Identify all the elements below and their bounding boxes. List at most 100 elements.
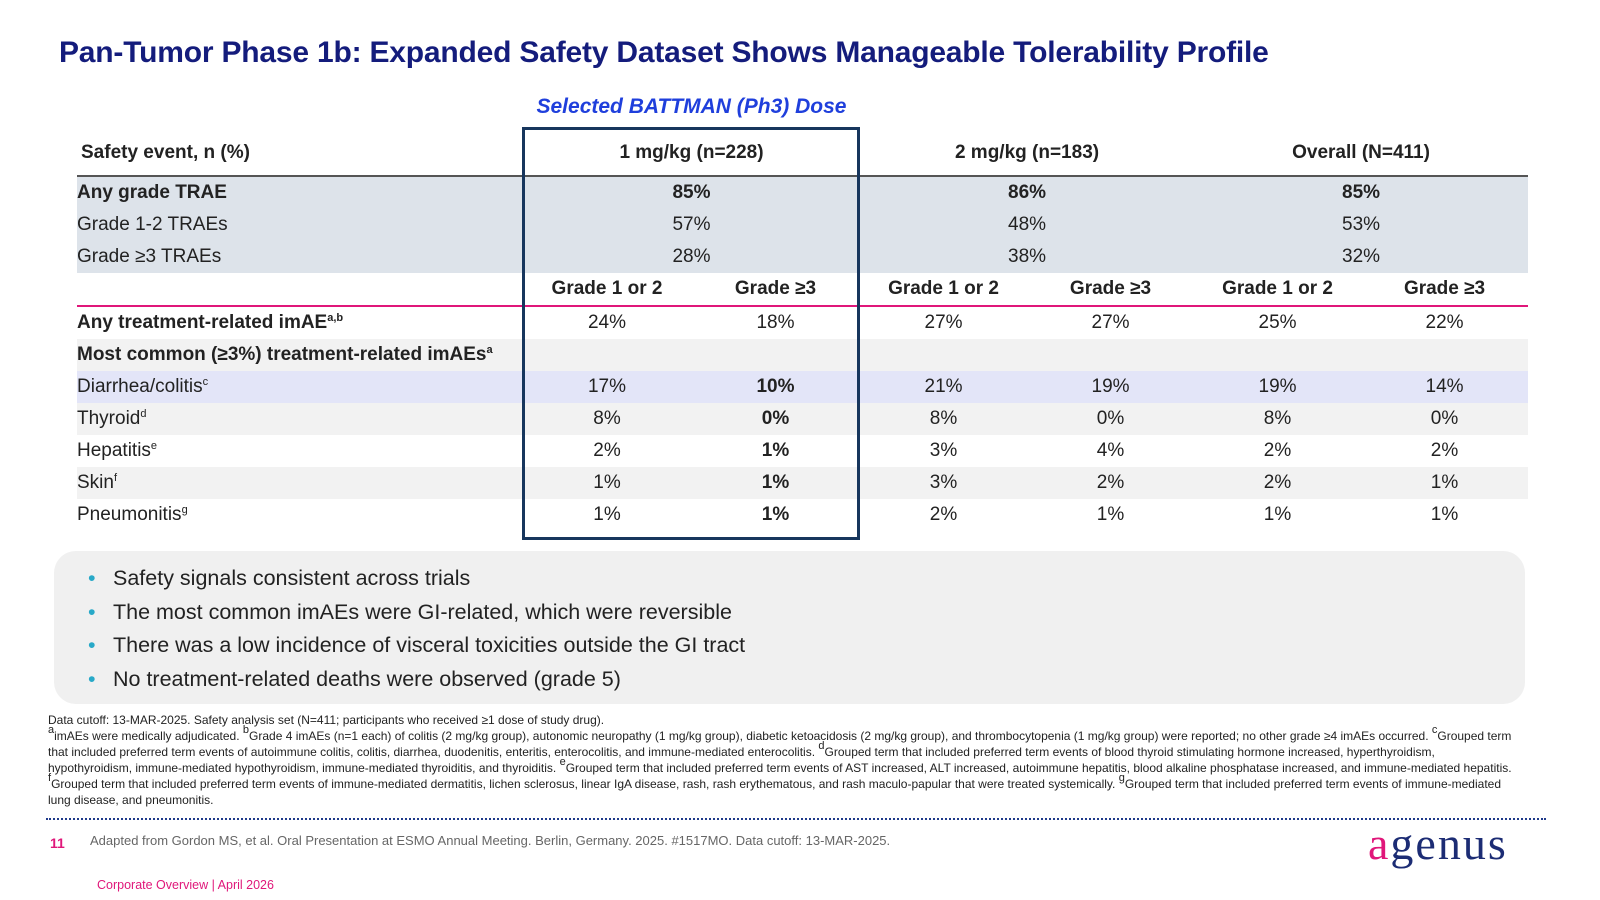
label-text: Most common (≥3%) treatment-related imAE… [77,344,487,365]
footnote-mark: b [242,724,250,736]
cell: 19% [1027,371,1195,403]
cell: 2% [1194,435,1362,467]
subheader-cell: Grade 1 or 2 [860,273,1028,307]
logo: agenus [1368,817,1508,870]
cell-empty [1027,339,1195,371]
row-label: Grade ≥3 TRAEs [77,241,523,273]
footnote-text: imAEs were medically adjudicated. [54,729,240,743]
cell: 4% [1027,435,1195,467]
cell: 27% [1027,306,1195,339]
cell: 32% [1194,241,1529,273]
subheader-cell: Grade ≥3 [1361,273,1529,307]
imae-row: Pneumonitisg 1% 1% 2% 1% 1% 1% [77,499,1529,531]
cell: 3% [860,467,1028,499]
cell-empty [691,339,861,371]
trae-row: Grade 1-2 TRAEs 57% 48% 53% [77,209,1529,241]
header-row: Safety event, n (%) 1 mg/kg (n=228) 2 mg/k… [77,130,1529,177]
cell: 22% [1361,306,1529,339]
cell: 2% [1194,467,1362,499]
header-cell: Safety event, n (%) [77,130,523,177]
cell: 8% [523,403,691,435]
cell: 8% [860,403,1028,435]
cell-empty [1194,339,1362,371]
row-label: Hepatitise [77,435,523,467]
footnote: cGrouped term that included preferred te… [48,725,1512,760]
cell: 24% [523,306,691,339]
imae-row: Hepatitise 2% 1% 3% 4% 2% 2% [77,435,1529,467]
subheader-cell: Grade ≥3 [1027,273,1195,307]
cell: 48% [860,209,1195,241]
cell: 8% [1194,403,1362,435]
cell: 57% [523,209,861,241]
label-text: Skin [77,472,114,493]
imae-row: Diarrhea/colitisc 17% 10% 21% 19% 19% 14% [77,371,1529,403]
cell: 1% [1361,499,1529,531]
slide-title: Pan-Tumor Phase 1b: Expanded Safety Data… [59,36,1269,69]
label-text: Pneumonitis [77,504,182,525]
footnote: eGrouped term that included preferred te… [560,757,1512,776]
cell: 1% [523,467,691,499]
bullet: No treatment-related deaths were observe… [88,664,1525,698]
cell: 0% [1361,403,1529,435]
footnotes: Data cutoff: 13-MAR-2025. Safety analysi… [48,712,1513,808]
cell: 1% [1194,499,1362,531]
bullet: The most common imAEs were GI-related, w… [88,597,1525,631]
subheader-blank [77,273,523,307]
cell: 1% [691,435,861,467]
bullet: There was a low incidence of visceral to… [88,630,1525,664]
footnote-text: Grouped term that included preferred ter… [565,761,1512,775]
subheader-cell: Grade 1 or 2 [1194,273,1362,307]
footnote-text: Grade 4 imAEs (n=1 each) of colitis (2 m… [249,729,1429,743]
label-text: Hepatitis [77,440,151,461]
cell: 18% [691,306,861,339]
subheader-row: Grade 1 or 2 Grade ≥3 Grade 1 or 2 Grade ≥3… [77,273,1529,307]
cell: 2% [1027,467,1195,499]
cell: 2% [1361,435,1529,467]
safety-table: Safety event, n (%) 1 mg/kg (n=228) 2 mg/k… [77,130,1529,531]
footnote-text: Grouped term that included preferred ter… [48,729,1512,759]
footnote-mark: g [1118,772,1125,784]
bullet: Safety signals consistent across trials [88,563,1525,597]
label-text: Thyroid [77,408,141,429]
cell: 0% [1027,403,1195,435]
label-sup: a [486,344,493,356]
footnote-mark: e [559,756,566,768]
cell: 25% [1194,306,1362,339]
label-sup: d [140,408,147,420]
cell: 1% [1361,467,1529,499]
subheader-cell: Grade ≥3 [691,273,861,307]
label-sup: e [150,440,158,452]
cell: 2% [860,499,1028,531]
header-cell: 1 mg/kg (n=228) [523,130,861,177]
label-sup: c [202,376,209,388]
cell: 53% [1194,209,1529,241]
cell: 28% [523,241,861,273]
cell: 2% [523,435,691,467]
row-label: Pneumonitisg [77,499,523,531]
footnote-text: Grouped term that included preferred ter… [51,777,1116,791]
imae-row: Thyroidd 8% 0% 8% 0% 8% 0% [77,403,1529,435]
cell: 21% [860,371,1028,403]
trae-row: Grade ≥3 TRAEs 28% 38% 32% [77,241,1529,273]
imae-row: Any treatment-related imAEa,b 24% 18% 27% 27… [77,306,1529,339]
logo-text: genus [1390,818,1508,869]
cell: 14% [1361,371,1529,403]
cell: 27% [860,306,1028,339]
header-cell: Overall (N=411) [1194,130,1529,177]
footnote-text: Grouped term that included preferred ter… [48,777,1501,807]
cell: 0% [691,403,861,435]
row-label: Any grade TRAE [77,176,523,209]
subheader-cell: Grade 1 or 2 [523,273,691,307]
row-label: Most common (≥3%) treatment-related imAE… [77,339,523,371]
imae-row: Skinf 1% 1% 3% 2% 2% 1% [77,467,1529,499]
cell: 19% [1194,371,1362,403]
page-number: 11 [50,835,65,851]
label-text: Any treatment-related imAE [77,312,328,333]
cell: 1% [523,499,691,531]
footnote-mark: f [48,772,52,784]
row-label: Grade 1-2 TRAEs [77,209,523,241]
deck-label: Corporate Overview | April 2026 [97,878,274,892]
logo-accent: a [1368,818,1391,869]
imae-row: Most common (≥3%) treatment-related imAE… [77,339,1529,371]
cell: 3% [860,435,1028,467]
